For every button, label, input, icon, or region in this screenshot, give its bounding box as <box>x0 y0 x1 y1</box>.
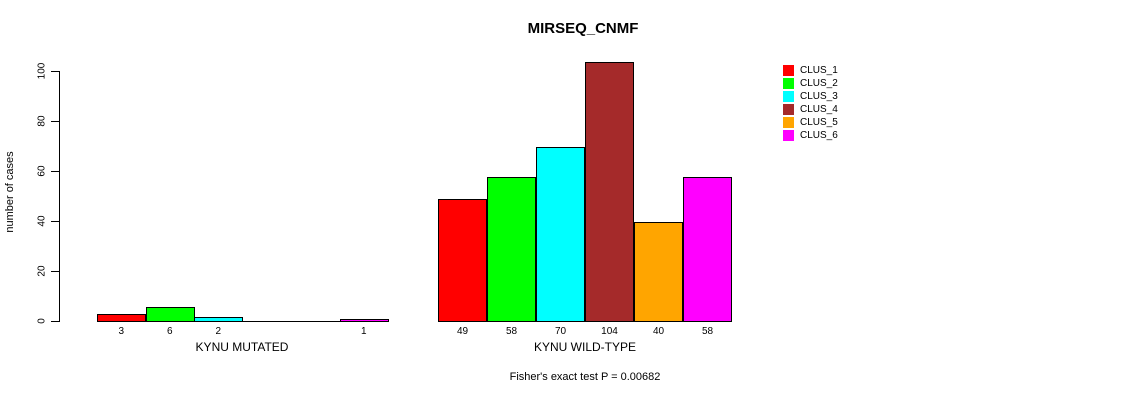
legend-swatch-icon <box>783 78 794 89</box>
legend-swatch-icon <box>783 65 794 76</box>
y-tick-mark <box>51 221 59 222</box>
legend-label: CLUS_5 <box>800 117 838 128</box>
legend-label: CLUS_4 <box>800 104 838 115</box>
bar-value-label: 3 <box>118 326 125 337</box>
bar-clus_2-group2 <box>487 177 536 322</box>
legend-swatch-icon <box>783 104 794 115</box>
bar-value-label: 2 <box>215 326 222 337</box>
group-label-mutated: KYNU MUTATED <box>195 340 289 354</box>
bar-value-label: 58 <box>505 326 518 337</box>
y-axis-line <box>59 71 60 322</box>
y-tick-label: 80 <box>36 115 48 127</box>
legend-row-clus_6: CLUS_6 <box>783 129 838 142</box>
legend-label: CLUS_1 <box>800 65 838 76</box>
bar-clus_6-group2 <box>683 177 732 322</box>
y-tick-label: 20 <box>36 265 48 277</box>
legend-row-clus_1: CLUS_1 <box>783 64 838 77</box>
legend-row-clus_4: CLUS_4 <box>783 103 838 116</box>
legend-row-clus_2: CLUS_2 <box>783 77 838 90</box>
y-tick-label: 60 <box>36 165 48 177</box>
bar-value-label: 49 <box>456 326 469 337</box>
legend-label: CLUS_2 <box>800 78 838 89</box>
bar-value-label: 58 <box>701 326 714 337</box>
bar-value-label: 6 <box>166 326 173 337</box>
group-label-wildtype: KYNU WILD-TYPE <box>533 340 637 354</box>
legend-swatch-icon <box>783 91 794 102</box>
legend-swatch-icon <box>783 117 794 128</box>
bar-value-label: 40 <box>652 326 665 337</box>
legend-row-clus_3: CLUS_3 <box>783 90 838 103</box>
bar-clus_4-group2 <box>585 62 634 322</box>
bar-clus_3-group2 <box>536 147 585 322</box>
chart-title: MIRSEQ_CNMF <box>527 20 639 37</box>
bar-clus_1-group2 <box>438 199 487 322</box>
y-axis-label: number of cases <box>4 151 16 233</box>
legend-label: CLUS_6 <box>800 130 838 141</box>
y-tick-mark <box>51 271 59 272</box>
y-tick-mark <box>51 321 59 322</box>
legend: CLUS_1 CLUS_2 CLUS_3 CLUS_4 CLUS_5 CLUS_6 <box>783 64 838 142</box>
legend-swatch-icon <box>783 130 794 141</box>
footer-text: Fisher's exact test P = 0.00682 <box>509 371 661 383</box>
bar-value-label: 104 <box>601 326 618 337</box>
y-tick-mark <box>51 71 59 72</box>
y-tick-label: 40 <box>36 215 48 227</box>
bar-clus_5-group2 <box>634 222 683 322</box>
bar-clus_6-group1 <box>340 319 389 322</box>
bar-clus_3-group1 <box>194 317 243 322</box>
legend-row-clus_5: CLUS_5 <box>783 116 838 129</box>
y-tick-label: 0 <box>36 318 48 324</box>
y-tick-mark <box>51 121 59 122</box>
bar-clus_2-group1 <box>146 307 195 322</box>
bar-value-label: 1 <box>360 326 367 337</box>
bar-clus_1-group1 <box>97 314 146 322</box>
bar-value-label: 70 <box>554 326 567 337</box>
y-tick-label: 100 <box>36 62 48 80</box>
y-tick-mark <box>51 171 59 172</box>
legend-label: CLUS_3 <box>800 91 838 102</box>
